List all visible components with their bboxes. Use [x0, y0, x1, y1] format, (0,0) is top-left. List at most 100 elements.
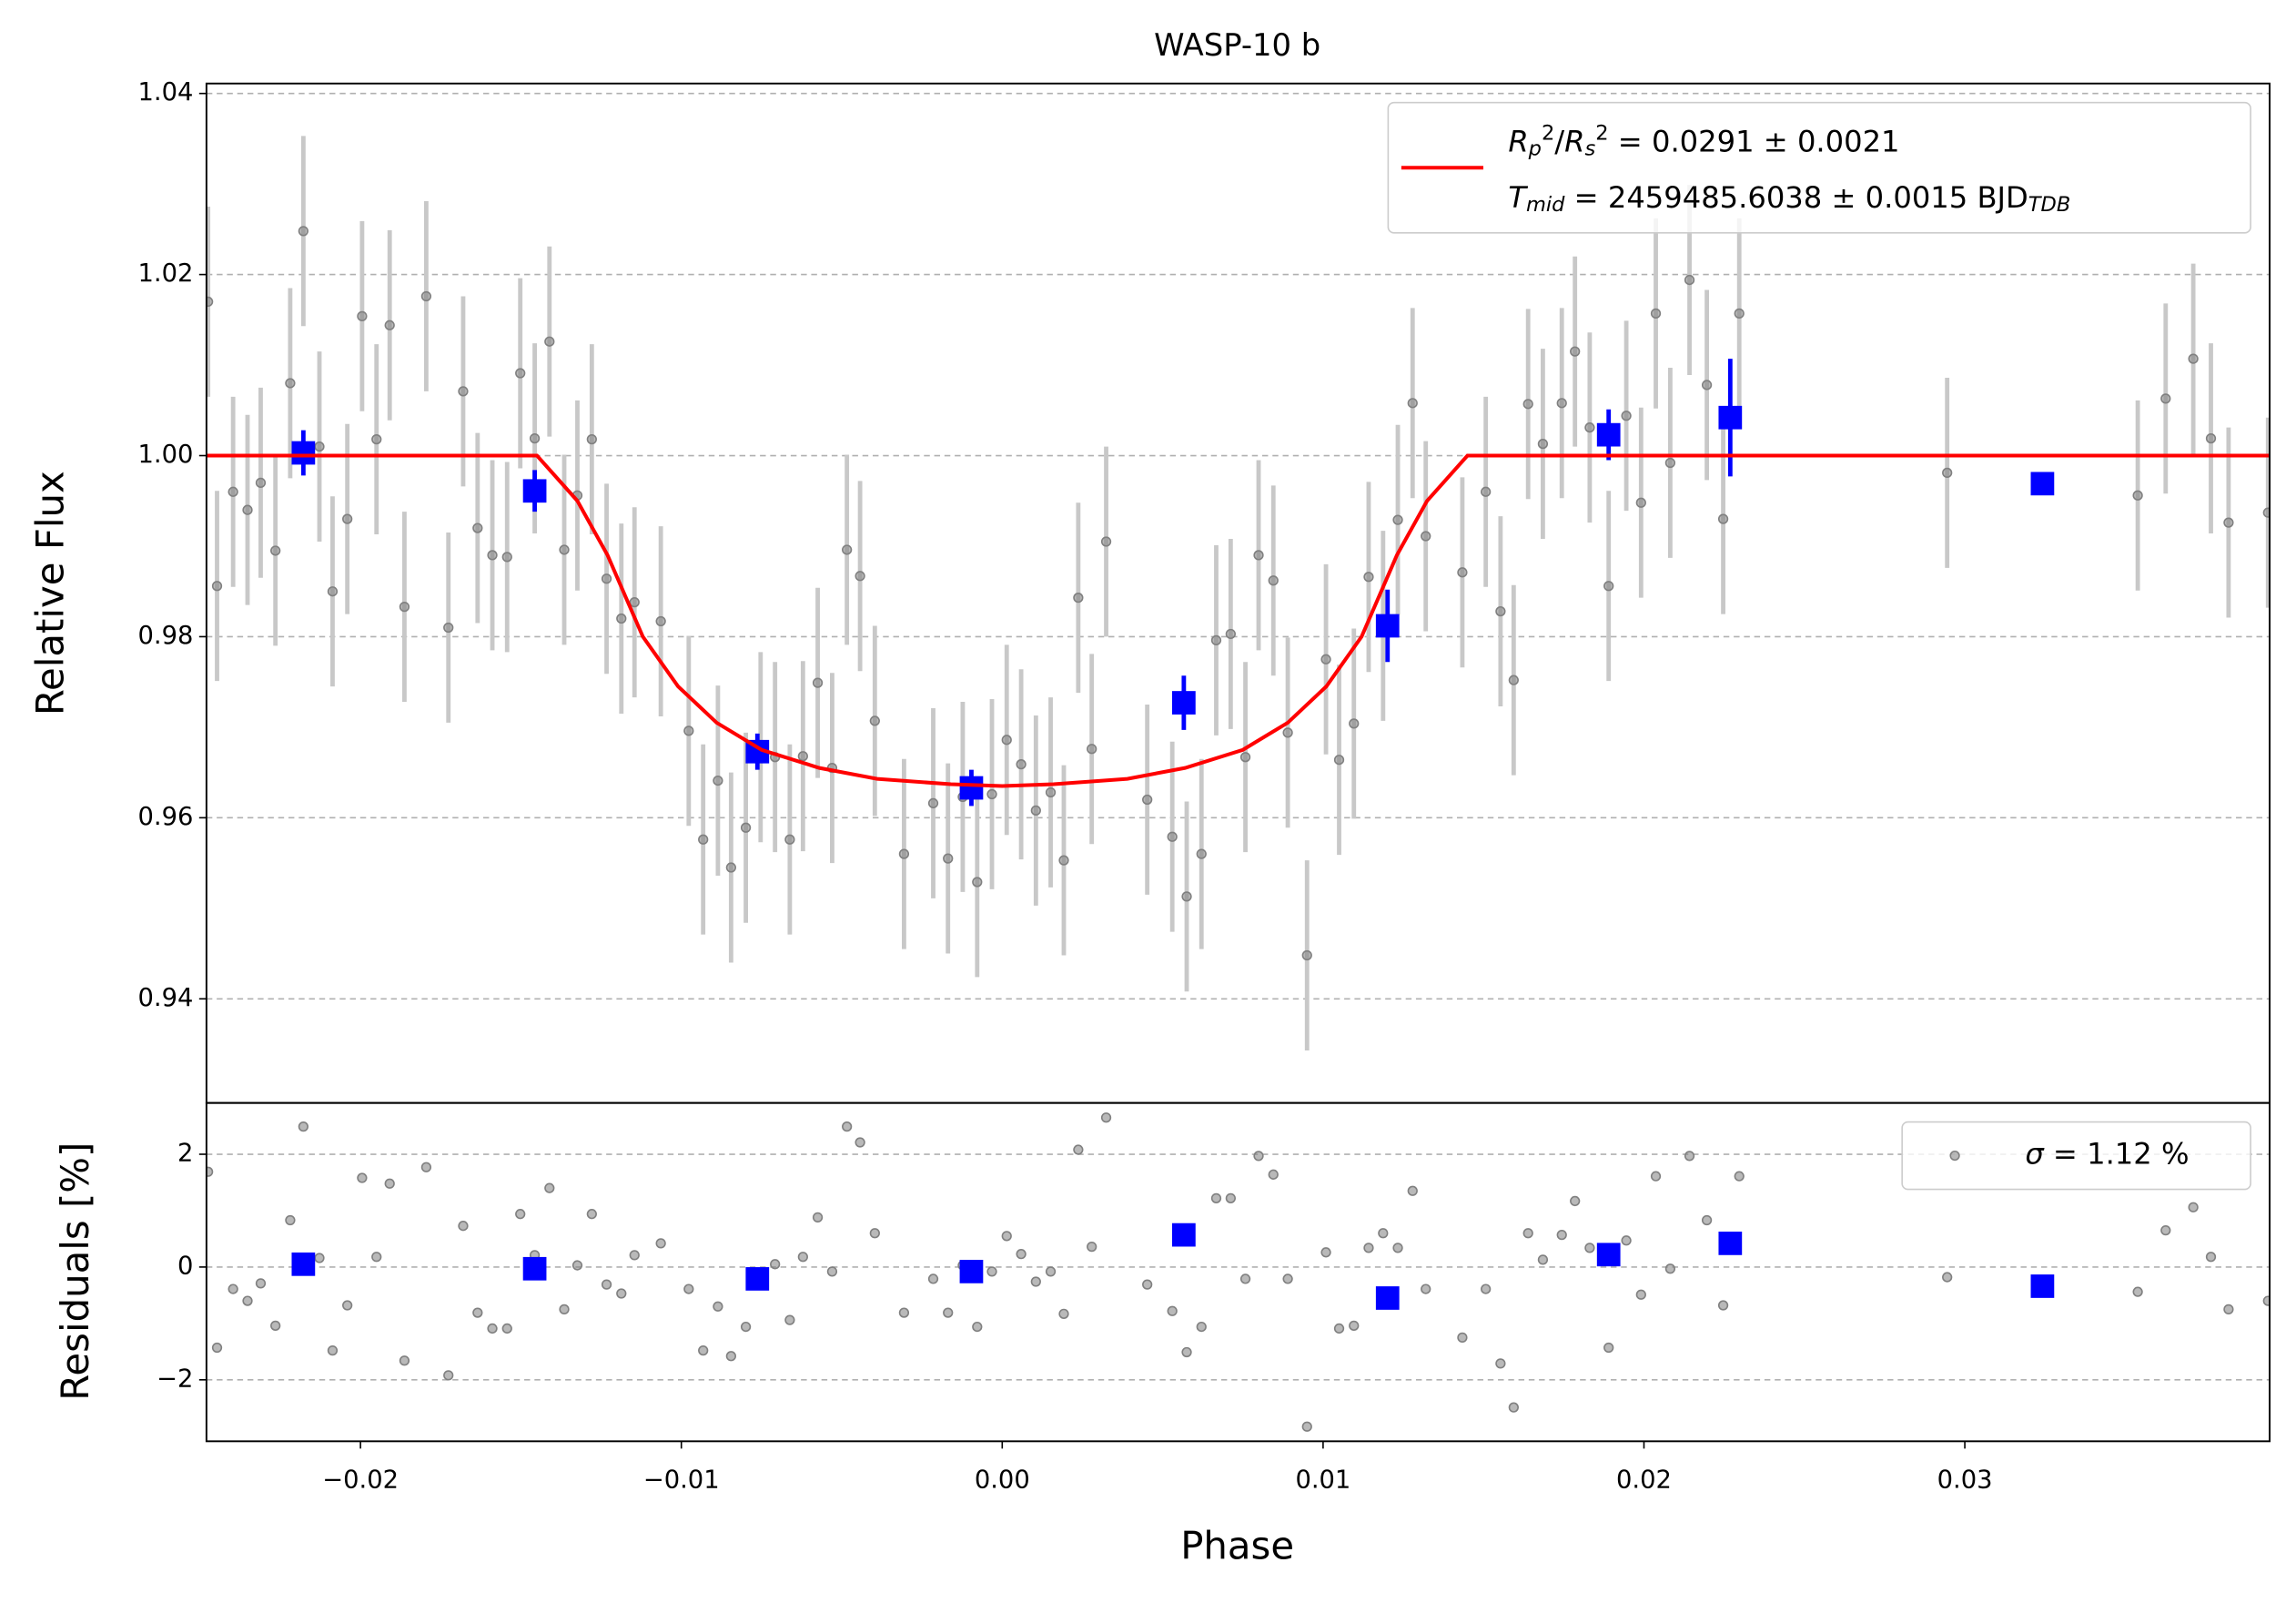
binned-point: [1375, 1286, 1400, 1310]
data-point: [927, 797, 939, 809]
data-point: [1621, 1235, 1632, 1246]
data-point: [420, 1162, 432, 1172]
data-point: [515, 1209, 526, 1220]
data-point: [1570, 1195, 1581, 1207]
data-point: [601, 1279, 612, 1290]
data-point: [713, 775, 723, 786]
data-point: [1421, 1283, 1431, 1294]
data-point: [698, 834, 709, 845]
data-point: [1320, 1247, 1331, 1258]
data-point: [206, 296, 214, 308]
y-tick-label: 2: [177, 1140, 193, 1168]
data-point: [371, 433, 382, 445]
data-point: [725, 1351, 736, 1362]
data-point: [2205, 432, 2217, 444]
data-point: [1073, 593, 1084, 604]
y-tick-label: 0.98: [138, 622, 194, 650]
data-point: [713, 1301, 723, 1312]
data-point: [228, 486, 238, 497]
data-point: [255, 477, 267, 488]
data-point: [384, 320, 395, 330]
data-point: [357, 310, 368, 321]
data-point: [1635, 1289, 1646, 1300]
data-point: [869, 715, 880, 726]
legend-label-part: mid: [1526, 193, 1565, 217]
data-point: [1457, 567, 1468, 578]
legend-label-part: = 0.0291 ± 0.0021: [1609, 125, 1900, 159]
data-point: [869, 1228, 880, 1239]
data-point: [298, 1121, 308, 1132]
data-point: [529, 432, 541, 444]
legend-label: σ = 1.12 %: [2025, 1137, 2189, 1172]
model-line: [206, 453, 2271, 788]
data-point: [1045, 786, 1057, 798]
data-point: [2188, 1202, 2199, 1212]
data-point: [1556, 1229, 1567, 1241]
data-point: [298, 226, 308, 237]
x-tick-label: 0.03: [1937, 1466, 1993, 1494]
data-point: [629, 597, 640, 608]
data-point: [842, 1121, 853, 1132]
data-point: [285, 378, 296, 389]
data-point: [1734, 1171, 1745, 1182]
data-point: [1001, 1231, 1012, 1242]
data-point: [571, 1260, 583, 1271]
data-point: [228, 1283, 238, 1294]
data-point: [285, 1214, 296, 1226]
data-point: [472, 1307, 483, 1318]
data-point: [515, 368, 526, 379]
data-point: [725, 862, 736, 873]
data-point: [342, 513, 353, 524]
data-point: [1058, 1308, 1069, 1319]
data-point: [2160, 393, 2171, 404]
data-point: [1100, 1112, 1112, 1123]
binned-point: [522, 479, 547, 503]
y-axis-label: Relative Flux: [27, 471, 72, 715]
legend-swatch: [1949, 1150, 1960, 1162]
data-point: [1196, 848, 1207, 859]
y-tick-label: 0.94: [138, 984, 194, 1012]
legend-label-part: = 1.12 %: [2044, 1137, 2190, 1172]
data-point: [1001, 735, 1012, 746]
data-point: [1100, 536, 1112, 547]
data-point: [1603, 581, 1614, 592]
binned-point: [522, 1256, 547, 1281]
x-axis-label: Phase: [1180, 1523, 1294, 1567]
data-point: [1087, 1241, 1097, 1253]
plot-area: [206, 1112, 2271, 1432]
data-point: [242, 1295, 253, 1306]
data-point: [1142, 794, 1153, 806]
data-point: [1030, 805, 1041, 817]
y-axis-label: Residuals [%]: [53, 1142, 97, 1401]
data-point: [1537, 438, 1549, 450]
binned-point: [1375, 614, 1400, 638]
data-point: [1253, 1151, 1264, 1162]
data-point: [1942, 467, 1953, 479]
data-point: [1717, 513, 1729, 524]
data-point: [1392, 514, 1403, 525]
binned-point: [1596, 1243, 1621, 1267]
data-point: [1392, 1243, 1403, 1253]
data-point: [1282, 1273, 1293, 1284]
data-point: [655, 615, 666, 627]
legend-label: Rp2/Rs2 = 0.0291 ± 0.0021: [1508, 122, 1899, 161]
data-point: [2160, 1225, 2171, 1236]
data-point: [1268, 1169, 1279, 1180]
data-point: [1584, 422, 1595, 433]
x-tick-label: −0.02: [322, 1466, 399, 1494]
x-tick-label: 0.01: [1295, 1466, 1350, 1494]
legend-box: [1387, 101, 2251, 234]
legend-box: [1901, 1121, 2251, 1191]
data-point: [242, 504, 253, 515]
data-point: [1196, 1321, 1207, 1333]
data-point: [1734, 308, 1745, 319]
data-point: [812, 677, 824, 688]
y-tick-label: 1.04: [138, 78, 194, 107]
data-point: [2223, 517, 2234, 528]
axes-frame: [205, 1101, 2271, 1443]
data-point: [314, 441, 325, 452]
data-point: [443, 1370, 454, 1381]
data-point: [972, 877, 983, 888]
data-point: [1210, 634, 1222, 646]
